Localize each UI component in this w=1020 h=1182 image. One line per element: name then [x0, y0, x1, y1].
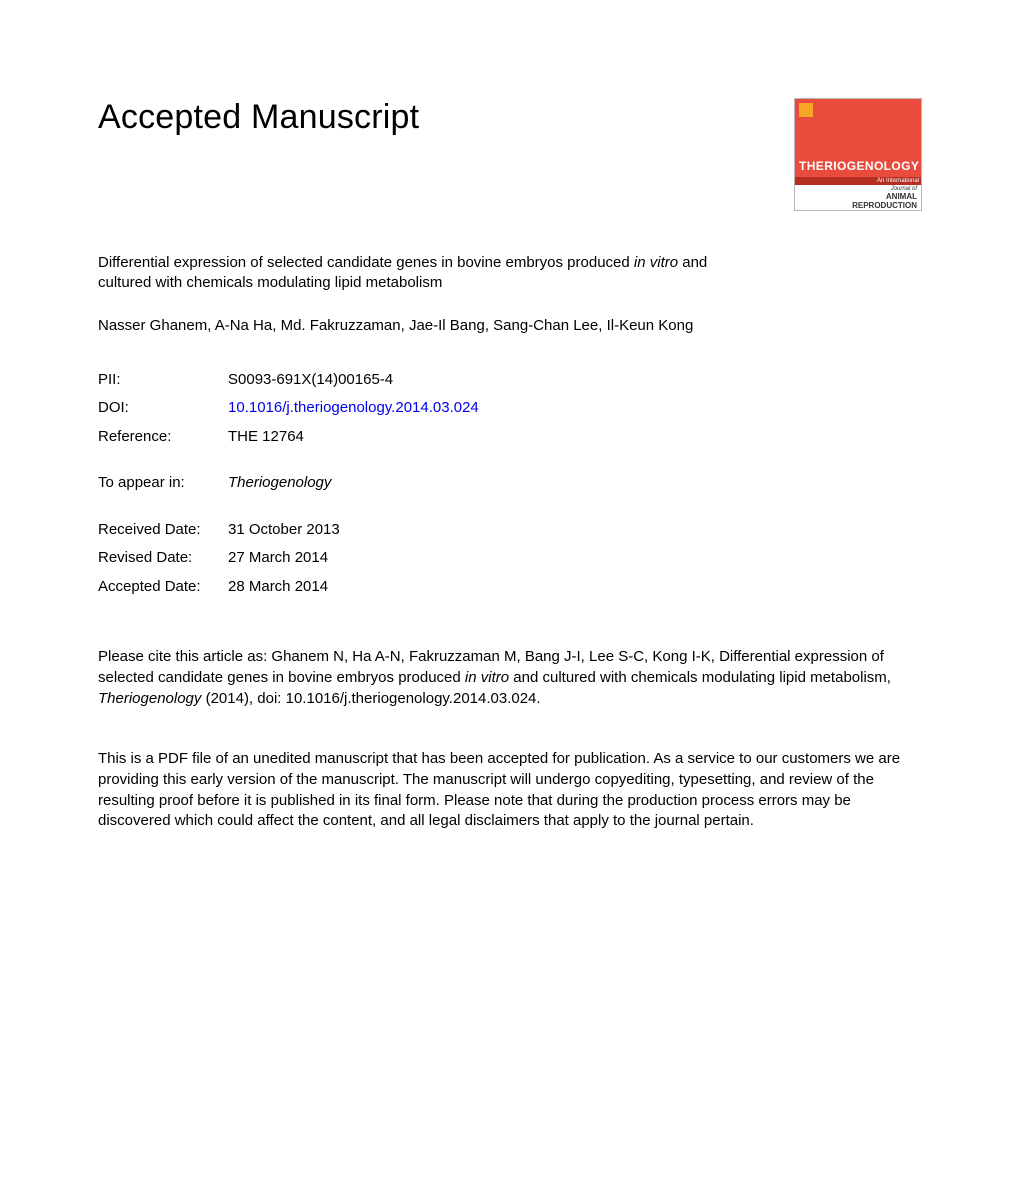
citation-post: (2014), doi: 10.1016/j.theriogenology.20… — [201, 690, 540, 707]
cover-sub-line3: REPRODUCTION — [795, 201, 917, 210]
meta-row-received: Received Date: 31 October 2013 — [98, 516, 922, 545]
meta-value-accepted: 28 March 2014 — [228, 573, 328, 602]
meta-label-doi: DOI: — [98, 394, 228, 423]
cover-strip: An International — [795, 177, 921, 185]
meta-value-appear: Theriogenology — [228, 469, 331, 498]
meta-label-pii: PII: — [98, 366, 228, 395]
page-heading: Accepted Manuscript — [98, 98, 419, 137]
citation-paragraph: Please cite this article as: Ghanem N, H… — [98, 647, 922, 709]
meta-label-received: Received Date: — [98, 516, 228, 545]
meta-value-revised: 27 March 2014 — [228, 544, 328, 573]
meta-label-revised: Revised Date: — [98, 544, 228, 573]
cover-red-panel: THERIOGENOLOGY — [795, 99, 921, 177]
meta-value-received: 31 October 2013 — [228, 516, 340, 545]
doi-link[interactable]: 10.1016/j.theriogenology.2014.03.024 — [228, 394, 479, 423]
meta-label-accepted: Accepted Date: — [98, 573, 228, 602]
meta-row-accepted: Accepted Date: 28 March 2014 — [98, 573, 922, 602]
cover-subtitle: Journal of ANIMAL REPRODUCTION — [795, 185, 921, 210]
citation-mid: and cultured with chemicals modulating l… — [509, 669, 891, 686]
spacer — [98, 498, 922, 516]
authors: Nasser Ghanem, A-Na Ha, Md. Fakruzzaman,… — [98, 316, 758, 336]
citation-italic1: in vitro — [465, 669, 509, 686]
meta-row-reference: Reference: THE 12764 — [98, 423, 922, 452]
citation-italic2: Theriogenology — [98, 690, 201, 707]
journal-cover: THERIOGENOLOGY An International Journal … — [794, 98, 922, 211]
meta-value-reference: THE 12764 — [228, 423, 304, 452]
meta-label-reference: Reference: — [98, 423, 228, 452]
meta-row-doi: DOI: 10.1016/j.theriogenology.2014.03.02… — [98, 394, 922, 423]
publisher-logo-icon — [799, 103, 813, 117]
article-title-italic: in vitro — [634, 254, 678, 271]
disclaimer-paragraph: This is a PDF file of an unedited manusc… — [98, 749, 922, 832]
meta-value-pii: S0093-691X(14)00165-4 — [228, 366, 393, 395]
meta-label-appear: To appear in: — [98, 469, 228, 498]
cover-sub-line2: ANIMAL — [795, 192, 917, 201]
article-title-pre: Differential expression of selected cand… — [98, 254, 634, 271]
spacer — [98, 629, 922, 647]
meta-row-pii: PII: S0093-691X(14)00165-4 — [98, 366, 922, 395]
header-row: Accepted Manuscript THERIOGENOLOGY An In… — [98, 98, 922, 211]
journal-title: THERIOGENOLOGY — [799, 159, 917, 173]
article-title: Differential expression of selected cand… — [98, 253, 758, 294]
spacer — [98, 451, 922, 469]
meta-row-appear: To appear in: Theriogenology — [98, 469, 922, 498]
meta-row-revised: Revised Date: 27 March 2014 — [98, 544, 922, 573]
meta-table: PII: S0093-691X(14)00165-4 DOI: 10.1016/… — [98, 366, 922, 602]
